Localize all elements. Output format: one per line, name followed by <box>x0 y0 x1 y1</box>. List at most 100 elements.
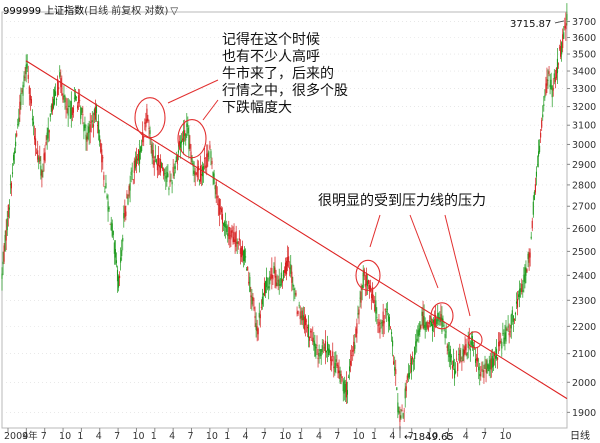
candle-body <box>179 141 182 148</box>
candle-body <box>267 287 269 289</box>
candle-body <box>419 321 421 332</box>
candle-body <box>309 336 311 341</box>
y-tick-label: 2800 <box>572 180 596 191</box>
candle-body <box>354 344 356 349</box>
candle-body <box>283 269 285 273</box>
candle-body <box>299 311 301 320</box>
candle-body <box>25 64 27 75</box>
candle-body <box>518 294 520 298</box>
y-tick-label: 2500 <box>572 247 596 258</box>
candle-body <box>525 267 527 276</box>
candle-body <box>465 344 467 351</box>
x-tick-label: 4 <box>316 431 322 442</box>
candle-body <box>245 256 247 258</box>
candle-body <box>374 304 376 312</box>
candle-body <box>334 362 336 373</box>
touch-circles <box>134 97 483 349</box>
candle-body <box>142 132 144 143</box>
candle-body <box>49 113 51 117</box>
candle-body <box>217 204 219 206</box>
candle-body <box>106 195 108 199</box>
x-tick-label: 10 <box>132 431 144 442</box>
candle-body <box>492 358 494 367</box>
candle-body <box>325 350 327 353</box>
header-menu-icon[interactable]: ▽ <box>170 6 179 17</box>
candle-body <box>340 374 342 377</box>
candle-body <box>508 333 510 336</box>
candle-body <box>292 283 294 287</box>
candle-body <box>72 107 74 113</box>
candle-body <box>103 175 105 180</box>
candle-body <box>412 357 414 360</box>
candle-body <box>22 84 24 96</box>
candle-body <box>388 316 390 327</box>
candle-body <box>365 272 367 286</box>
candle-body <box>560 46 562 57</box>
annotation-pointer <box>369 214 381 248</box>
annotation-pointer <box>202 99 219 121</box>
touch-circle <box>467 331 483 349</box>
candle-body <box>83 124 85 132</box>
candle-body <box>515 301 518 304</box>
candle-body <box>376 316 378 318</box>
candle-body <box>255 323 257 330</box>
candle-body <box>19 101 21 115</box>
candle-body <box>466 353 468 356</box>
candle-body <box>363 269 365 277</box>
candle-body <box>250 295 252 298</box>
candle-body <box>111 223 113 237</box>
candle-body <box>355 328 357 338</box>
candle-body <box>479 373 481 377</box>
candle-body <box>189 143 191 149</box>
annotation-upper: 记得在这个时候 也有不少人高呼 牛市来了，后来的 行情之中，很多个股 下跌幅度大 <box>222 32 348 117</box>
candle-body <box>156 163 158 171</box>
candle-body <box>2 261 4 265</box>
candle-body <box>61 84 63 96</box>
candle-body <box>97 125 99 127</box>
candle-body <box>253 306 255 310</box>
candle-body <box>512 315 514 322</box>
candle-body <box>425 322 427 331</box>
candle-body <box>499 340 501 347</box>
candle-body <box>317 357 319 360</box>
candle-body <box>213 173 215 185</box>
candle-body <box>161 163 163 168</box>
candle-body <box>28 86 30 94</box>
candle-body <box>383 320 385 324</box>
candle-body <box>259 314 261 319</box>
candle-body <box>539 145 541 153</box>
candle-body <box>95 105 98 113</box>
candle-body <box>239 248 241 255</box>
candle-body <box>320 349 322 357</box>
candle-body <box>507 325 509 328</box>
candle-body <box>565 23 567 30</box>
candle-body <box>300 315 302 319</box>
candle-body <box>241 245 243 256</box>
candle-body <box>282 270 284 279</box>
candle-body <box>395 369 397 375</box>
annotation-pointers <box>167 79 471 317</box>
candle-body <box>554 77 556 82</box>
candle-body <box>65 106 67 108</box>
x-tick-label: 10 <box>499 431 511 442</box>
candle-body <box>69 107 71 119</box>
candle-body <box>238 238 240 241</box>
touch-circle <box>177 119 207 159</box>
candle-body <box>284 262 287 274</box>
candlestick-series <box>1 3 568 431</box>
candle-body <box>3 245 5 262</box>
candle-body <box>379 327 381 333</box>
candle-body <box>256 326 258 332</box>
candle-body <box>190 151 192 160</box>
candle-body <box>199 166 201 182</box>
candle-body <box>342 382 344 392</box>
candle-body <box>372 287 374 301</box>
candle-body <box>464 346 466 354</box>
candle-body <box>332 351 334 357</box>
candle-body <box>475 358 477 363</box>
candle-body <box>14 151 16 154</box>
candle-body <box>166 172 168 183</box>
x-tick-label: 1 <box>371 431 377 442</box>
candle-body <box>119 275 121 279</box>
